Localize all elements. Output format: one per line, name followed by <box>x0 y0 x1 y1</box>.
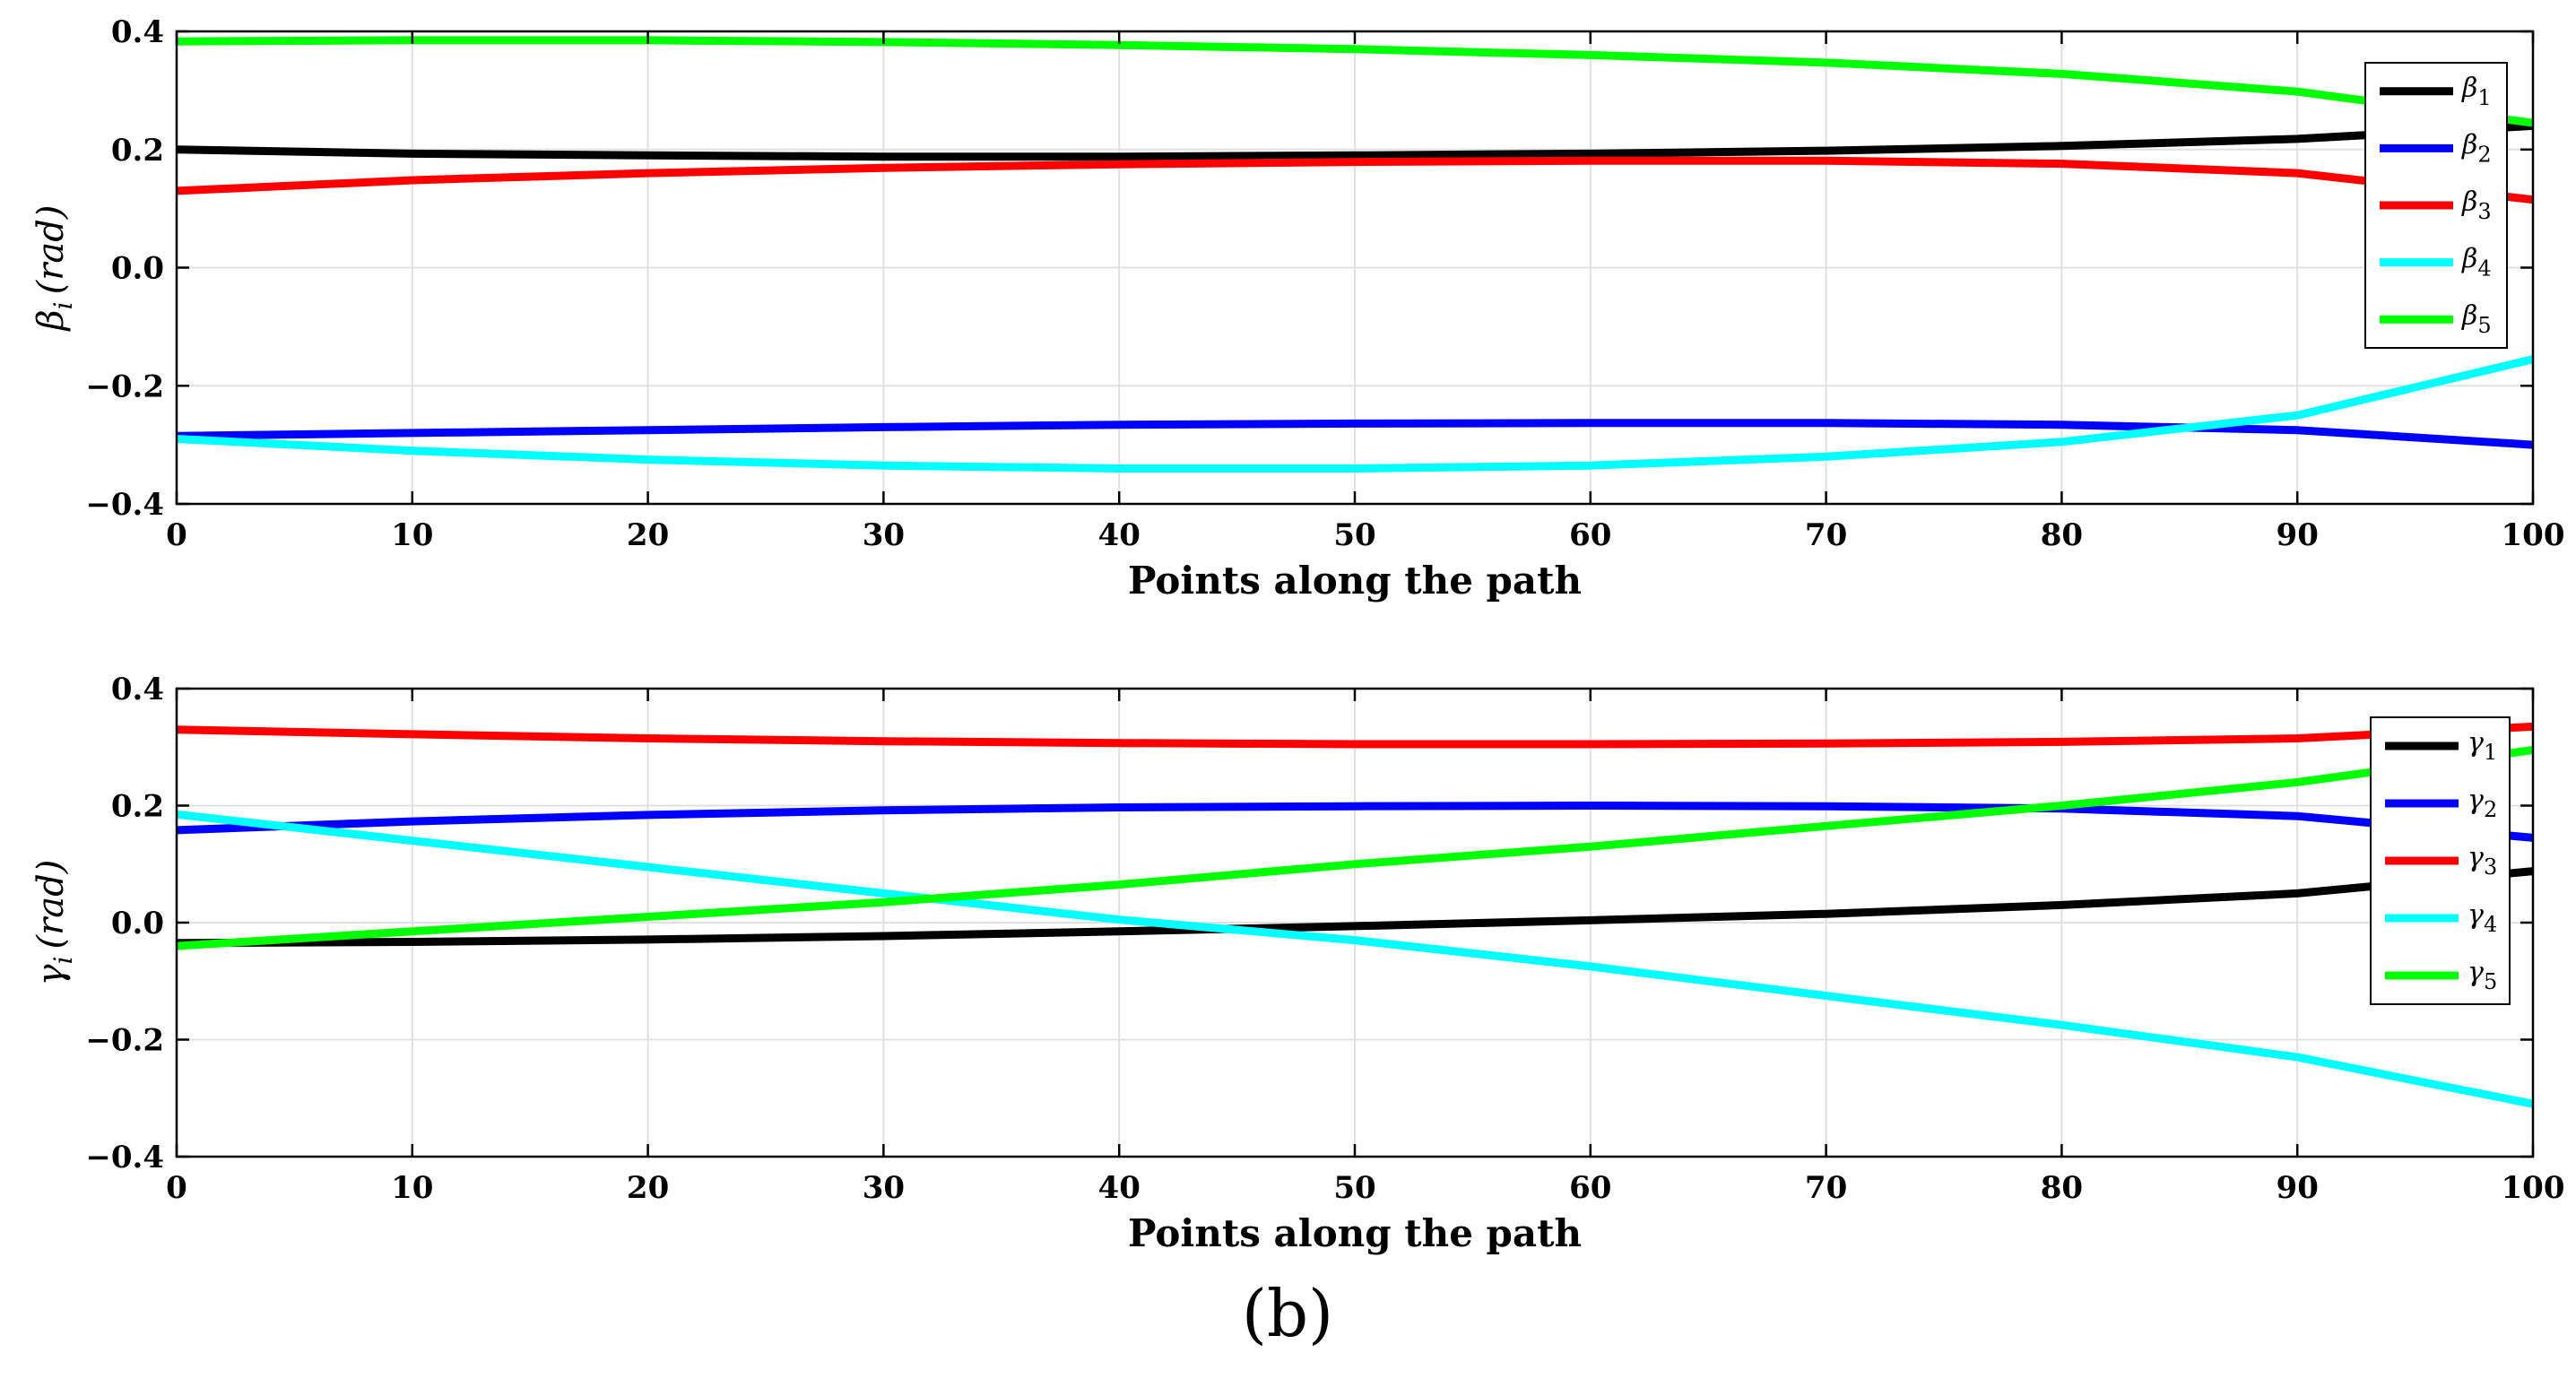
legend-symbol: β <box>2461 186 2477 218</box>
y-axis-subscript: i <box>48 956 78 964</box>
y-tick-label: 0.4 <box>111 14 164 50</box>
y-tick-label: −0.2 <box>85 369 164 404</box>
legend-symbol: β <box>2461 73 2477 104</box>
legend-subscript: 5 <box>2484 969 2497 994</box>
legend-label-γ3: γ3 <box>2468 842 2497 880</box>
legend-subscript: 3 <box>2477 199 2491 224</box>
y-axis-subscript: i <box>48 301 78 309</box>
x-tick-label: 90 <box>2277 1170 2319 1206</box>
x-tick-label: 50 <box>1333 517 1375 553</box>
x-axis-title: Points along the path <box>1128 1211 1582 1255</box>
y-tick-label: 0.0 <box>111 906 164 941</box>
x-tick-label: 20 <box>627 1170 669 1206</box>
legend-label-β4: β4 <box>2461 244 2492 282</box>
x-tick-label: 30 <box>863 517 905 553</box>
y-axis-unit: (rad) <box>30 205 72 295</box>
legend-label-β1: β1 <box>2461 73 2492 110</box>
legend-subscript: 1 <box>2484 740 2497 765</box>
series-line-γ5 <box>176 746 2534 950</box>
x-tick-label: 20 <box>627 517 669 553</box>
legend-subscript: 1 <box>2477 85 2491 110</box>
y-axis-title: βi (rad) <box>30 205 78 333</box>
legend-label-γ1: γ1 <box>2468 727 2497 765</box>
legend-symbol: γ <box>2468 727 2484 759</box>
y-tick-label: 0.4 <box>111 672 164 707</box>
legend-symbol: β <box>2461 129 2477 160</box>
legend-symbol: γ <box>2468 957 2484 988</box>
legend-label-β3: β3 <box>2461 186 2492 224</box>
series-line-β5 <box>176 36 2534 127</box>
series-line-γ4 <box>176 810 2534 1108</box>
legend-subscript: 2 <box>2477 142 2491 167</box>
legend-label-γ5: γ5 <box>2468 957 2497 994</box>
legend-label-γ4: γ4 <box>2468 899 2497 937</box>
series-line-γ2 <box>176 802 2534 842</box>
y-tick-label: −0.2 <box>85 1023 164 1059</box>
ticks: 0 10 20 30 40 50 60 70 80 90 100 0.4 0.2 0.0 −0.2 −0.4 <box>85 14 2564 553</box>
legend-subscript: 4 <box>2477 256 2491 282</box>
series-line-β2 <box>176 419 2534 449</box>
x-tick-label: 10 <box>391 1170 433 1206</box>
x-tick-label: 10 <box>391 517 433 553</box>
x-tick-label: 70 <box>1805 1170 1847 1206</box>
beta-chart: 0 10 20 30 40 50 60 70 80 90 100 0.4 0.2 0.0 −0.2 −0.4 P… <box>30 14 2564 603</box>
series-line-γ3 <box>176 722 2534 749</box>
x-tick-label: 60 <box>1569 517 1611 553</box>
legend-label-β2: β2 <box>2461 129 2492 167</box>
x-tick-label: 80 <box>2041 517 2083 553</box>
legend-label-β5: β5 <box>2461 300 2492 338</box>
y-tick-label: 0.0 <box>111 251 164 287</box>
legend-label-γ2: γ2 <box>2468 785 2497 822</box>
y-tick-label: 0.2 <box>111 789 164 825</box>
legend-subscript: 5 <box>2477 313 2491 338</box>
x-tick-label: 80 <box>2041 1170 2083 1206</box>
x-tick-label: 100 <box>2502 517 2565 553</box>
x-tick-label: 0 <box>166 1170 187 1206</box>
y-tick-label: 0.2 <box>111 133 164 169</box>
x-tick-label: 70 <box>1805 517 1847 553</box>
series-line-β1 <box>176 121 2534 161</box>
legend-symbol: γ <box>2468 785 2484 816</box>
series-line-γ1 <box>176 867 2534 948</box>
legend-symbol: β <box>2461 300 2477 332</box>
x-tick-label: 40 <box>1098 1170 1141 1206</box>
figure-caption: (b) <box>1242 1276 1333 1351</box>
y-tick-label: −0.4 <box>85 487 164 523</box>
legend-symbol: γ <box>2468 842 2484 873</box>
legend-symbol: β <box>2461 244 2477 275</box>
x-tick-label: 40 <box>1098 517 1141 553</box>
x-tick-label: 100 <box>2502 1170 2565 1206</box>
x-tick-label: 90 <box>2277 517 2319 553</box>
series-line-β4 <box>176 355 2535 473</box>
x-tick-label: 50 <box>1333 1170 1375 1206</box>
legend-subscript: 3 <box>2484 854 2497 880</box>
legend-subscript: 2 <box>2484 797 2497 822</box>
gamma-chart: 0 10 20 30 40 50 60 70 80 90 100 0.4 0.2 0.0 −0.2 −0.4 P… <box>30 672 2564 1255</box>
legend-symbol: γ <box>2468 899 2484 931</box>
legend-subscript: 4 <box>2484 912 2497 937</box>
series-group <box>176 36 2535 473</box>
x-tick-label: 30 <box>863 1170 905 1206</box>
series-group <box>176 722 2534 1108</box>
x-axis-title: Points along the path <box>1128 559 1582 603</box>
ticks: 0 10 20 30 40 50 60 70 80 90 100 0.4 0.2 0.0 −0.2 −0.4 <box>85 672 2564 1206</box>
y-axis-title: γi (rad) <box>30 860 78 986</box>
x-tick-label: 0 <box>166 517 187 553</box>
series-line-β3 <box>176 156 2534 204</box>
y-axis-symbol: γ <box>30 964 72 985</box>
y-axis-symbol: β <box>30 309 72 332</box>
x-tick-label: 60 <box>1569 1170 1611 1206</box>
y-axis-unit: (rad) <box>30 860 72 950</box>
y-tick-label: −0.4 <box>85 1140 164 1175</box>
